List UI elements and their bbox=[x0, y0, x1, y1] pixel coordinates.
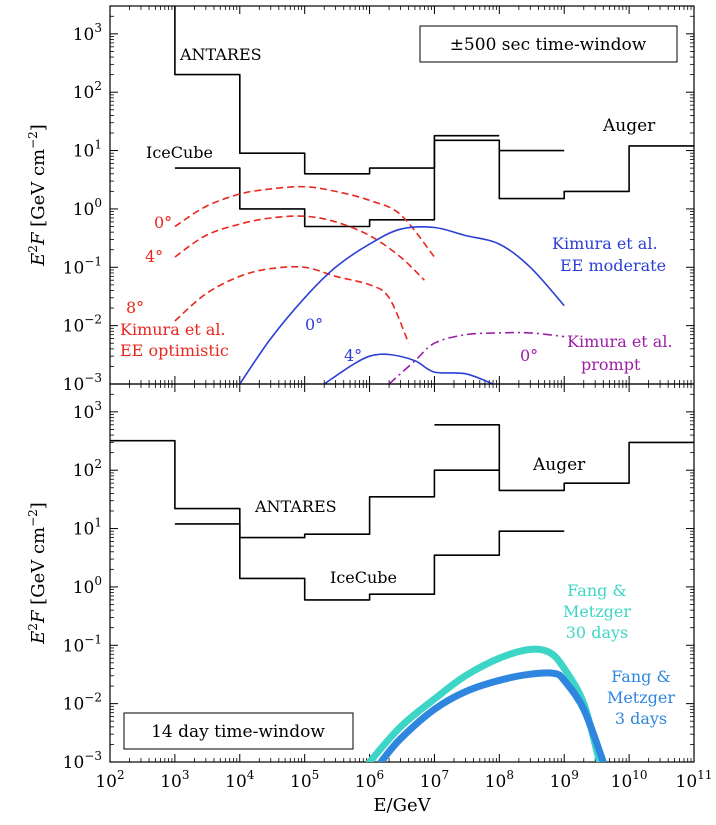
x-axis-label: E/GeV bbox=[373, 795, 431, 816]
top-label-red-8: 8° bbox=[126, 298, 144, 317]
series-line-dashed bbox=[174, 265, 410, 344]
series-line-step bbox=[174, 139, 565, 228]
bottom-panel: 14 day time-window ANTARES IceCube Auger… bbox=[109, 383, 695, 763]
x-tick-label: 1010 bbox=[611, 768, 648, 792]
top-label-blue-0: 0° bbox=[305, 315, 323, 334]
top-label-blue-4: 4° bbox=[344, 346, 362, 365]
y-tick-label: 103 bbox=[73, 21, 102, 45]
bottom-label-fang3-2: Metzger bbox=[607, 688, 675, 707]
bottom-plot-frame bbox=[109, 383, 695, 763]
y-tick-label: 10−3 bbox=[63, 749, 102, 773]
bottom-series-group bbox=[110, 424, 694, 762]
bottom-label-auger: Auger bbox=[532, 455, 586, 475]
y-tick-label: 100 bbox=[73, 196, 102, 220]
y-tick-label: 10−1 bbox=[63, 254, 102, 278]
top-label-ee-opt-2: EE optimistic bbox=[120, 341, 229, 360]
x-tick-label: 109 bbox=[550, 768, 579, 792]
bottom-label-fang3-1: Fang & bbox=[611, 667, 670, 686]
x-tick-labels: 102 103 104 105 106 107 108 109 1010 1011 bbox=[95, 768, 712, 792]
x-tick-label: 1011 bbox=[676, 768, 713, 792]
top-label-red-0: 0° bbox=[154, 213, 172, 232]
top-series-group bbox=[174, 6, 694, 384]
bottom-label-fang3-3: 3 days bbox=[615, 709, 667, 728]
top-axis-ticks bbox=[109, 5, 695, 385]
series-line-step bbox=[174, 523, 565, 601]
series-line-solid bbox=[239, 226, 565, 384]
y-tick-label: 101 bbox=[73, 516, 102, 540]
series-line-step bbox=[110, 439, 500, 539]
x-tick-label: 103 bbox=[160, 768, 189, 792]
bottom-label-fang30-2: Metzger bbox=[563, 602, 631, 621]
top-label-purple-0: 0° bbox=[520, 346, 538, 365]
y-tick-label: 10−2 bbox=[63, 313, 102, 337]
series-line-step bbox=[434, 424, 694, 492]
x-tick-label: 105 bbox=[290, 768, 319, 792]
top-label-prompt-2: prompt bbox=[581, 355, 641, 374]
y-tick-label: 10−2 bbox=[63, 691, 102, 715]
series-line-thick bbox=[366, 645, 603, 762]
series-line-solid bbox=[323, 353, 494, 384]
bottom-legend-text: 14 day time-window bbox=[151, 722, 325, 742]
y-tick-label: 10−1 bbox=[63, 632, 102, 656]
bottom-label-fang30-3: 30 days bbox=[566, 623, 628, 642]
y-tick-label: 101 bbox=[73, 138, 102, 162]
bottom-axis-ticks bbox=[109, 383, 695, 763]
y-tick-label: 103 bbox=[73, 399, 102, 423]
bottom-label-antares: ANTARES bbox=[254, 497, 337, 516]
bottom-label-icecube: IceCube bbox=[330, 568, 397, 587]
x-tick-label: 104 bbox=[225, 768, 255, 792]
top-label-icecube: IceCube bbox=[146, 143, 213, 162]
series-line-step bbox=[498, 145, 694, 200]
top-label-red-4: 4° bbox=[145, 247, 163, 266]
bottom-legend-box bbox=[123, 712, 354, 750]
series-line-thick bbox=[377, 669, 607, 762]
bottom-y-axis-label: E2F [GeV cm−2] bbox=[26, 502, 49, 645]
y-tick-label: 10−3 bbox=[63, 371, 102, 395]
y-tick-label: 102 bbox=[73, 457, 102, 481]
series-line-dashdot bbox=[388, 331, 565, 384]
top-label-ee-mod-2: EE moderate bbox=[560, 256, 666, 275]
top-legend-text: ±500 sec time-window bbox=[450, 35, 647, 55]
y-tick-label: 100 bbox=[73, 574, 102, 598]
x-tick-label: 106 bbox=[355, 768, 384, 792]
top-legend-box bbox=[419, 25, 678, 63]
series-clip-group bbox=[110, 424, 694, 762]
top-label-antares: ANTARES bbox=[179, 45, 262, 64]
bottom-label-fang30-1: Fang & bbox=[567, 581, 626, 600]
y-tick-label: 102 bbox=[73, 79, 102, 103]
top-label-prompt-1: Kimura et al. bbox=[567, 332, 673, 351]
x-tick-label: 108 bbox=[485, 768, 514, 792]
top-label-ee-mod-1: Kimura et al. bbox=[552, 234, 658, 253]
x-tick-label: 102 bbox=[95, 768, 124, 792]
series-line-dashed bbox=[174, 215, 425, 281]
series-clip-group bbox=[174, 6, 694, 384]
x-tick-label: 107 bbox=[420, 768, 449, 792]
top-panel: ±500 sec time-window ANTARES IceCube Aug… bbox=[109, 5, 695, 385]
top-y-axis-label: E2F [GeV cm−2] bbox=[26, 124, 49, 267]
top-label-auger: Auger bbox=[602, 116, 656, 136]
y-tick-labels: 10−3 10−2 10−1 100 101 102 103 10−3 10−2 10−1 100 1… bbox=[63, 21, 102, 773]
top-label-ee-opt-1: Kimura et al. bbox=[120, 320, 226, 339]
series-line-dashed bbox=[174, 185, 436, 258]
